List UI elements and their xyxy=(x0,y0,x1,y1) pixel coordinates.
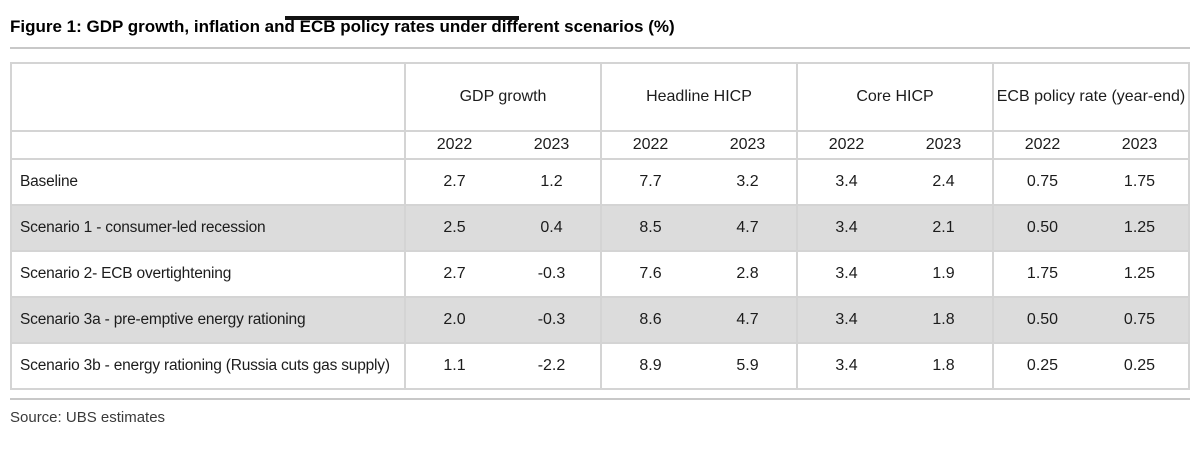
table-cell: -0.3 xyxy=(503,296,601,343)
table-cell: 2.4 xyxy=(895,158,993,205)
year-header: 2022 xyxy=(404,130,503,159)
row-label: Scenario 1 - consumer-led recession xyxy=(11,204,405,251)
column-group-core-hicp: Core HICP xyxy=(796,63,993,131)
table-cell: 8.9 xyxy=(600,342,699,389)
table-cell: 1.25 xyxy=(1091,204,1189,251)
year-header-row: 2022 2023 2022 2023 2022 2023 2022 2023 xyxy=(11,130,1189,159)
table-cell: 1.8 xyxy=(895,342,993,389)
cropped-text-remnant xyxy=(285,16,519,20)
table-cell: 1.1 xyxy=(404,342,503,389)
table-cell: 2.8 xyxy=(699,250,797,297)
year-header: 2023 xyxy=(503,130,601,159)
table-cell: 0.25 xyxy=(1091,342,1189,389)
table-row-scenario-2: Scenario 2- ECB overtightening 2.7 -0.3 … xyxy=(11,250,1189,297)
table-cell: 2.7 xyxy=(404,158,503,205)
year-header: 2023 xyxy=(895,130,993,159)
table-cell: 7.6 xyxy=(600,250,699,297)
row-label: Scenario 3b - energy rationing (Russia c… xyxy=(11,342,405,389)
table-row-baseline: Baseline 2.7 1.2 7.7 3.2 3.4 2.4 0.75 1.… xyxy=(11,158,1189,205)
table-cell: 1.8 xyxy=(895,296,993,343)
table-cell: 4.7 xyxy=(699,296,797,343)
source-note: Source: UBS estimates xyxy=(10,409,166,426)
year-header: 2023 xyxy=(1091,130,1189,159)
table-cell: 3.2 xyxy=(699,158,797,205)
table-cell: 2.0 xyxy=(404,296,503,343)
year-header: 2022 xyxy=(796,130,895,159)
table-cell: 2.1 xyxy=(895,204,993,251)
footer-divider xyxy=(10,398,1190,400)
table-cell: 1.25 xyxy=(1091,250,1189,297)
table-row-scenario-3b: Scenario 3b - energy rationing (Russia c… xyxy=(11,342,1189,389)
table-cell: -2.2 xyxy=(503,342,601,389)
table-cell: 0.25 xyxy=(992,342,1091,389)
table-cell: 3.4 xyxy=(796,296,895,343)
year-header: 2022 xyxy=(992,130,1091,159)
row-label: Scenario 2- ECB overtightening xyxy=(11,250,405,297)
year-header: 2023 xyxy=(699,130,797,159)
label-column-header xyxy=(11,63,405,131)
row-label: Scenario 3a - pre-emptive energy rationi… xyxy=(11,296,405,343)
title-divider xyxy=(10,47,1190,49)
row-label: Baseline xyxy=(11,158,405,205)
table-cell: 2.5 xyxy=(404,204,503,251)
table-cell: 4.7 xyxy=(699,204,797,251)
table-row-scenario-3a: Scenario 3a - pre-emptive energy rationi… xyxy=(11,296,1189,343)
table-cell: 2.7 xyxy=(404,250,503,297)
column-group-gdp-growth: GDP growth xyxy=(404,63,601,131)
table-cell: 3.4 xyxy=(796,158,895,205)
table-cell: 0.75 xyxy=(1091,296,1189,343)
table-cell: 5.9 xyxy=(699,342,797,389)
table-cell: 1.9 xyxy=(895,250,993,297)
column-group-headline-hicp: Headline HICP xyxy=(600,63,797,131)
table-cell: 1.75 xyxy=(1091,158,1189,205)
table-cell: 0.50 xyxy=(992,204,1091,251)
scenarios-table: GDP growth Headline HICP Core HICP ECB p… xyxy=(10,62,1190,390)
table-cell: 0.4 xyxy=(503,204,601,251)
figure-title: Figure 1: GDP growth, inflation and ECB … xyxy=(10,17,675,36)
table-cell: 8.6 xyxy=(600,296,699,343)
table-cell: 8.5 xyxy=(600,204,699,251)
table-cell: 7.7 xyxy=(600,158,699,205)
table-cell: 0.50 xyxy=(992,296,1091,343)
table-row-scenario-1: Scenario 1 - consumer-led recession 2.5 … xyxy=(11,204,1189,251)
table-cell: 3.4 xyxy=(796,204,895,251)
table-cell: 3.4 xyxy=(796,342,895,389)
table-cell: -0.3 xyxy=(503,250,601,297)
table-cell: 1.75 xyxy=(992,250,1091,297)
column-group-ecb-policy-rate: ECB policy rate (year-end) xyxy=(992,63,1189,131)
label-column-header xyxy=(11,130,405,159)
table-cell: 1.2 xyxy=(503,158,601,205)
year-header: 2022 xyxy=(600,130,699,159)
table-cell: 0.75 xyxy=(992,158,1091,205)
table-cell: 3.4 xyxy=(796,250,895,297)
column-group-header-row: GDP growth Headline HICP Core HICP ECB p… xyxy=(11,63,1189,131)
